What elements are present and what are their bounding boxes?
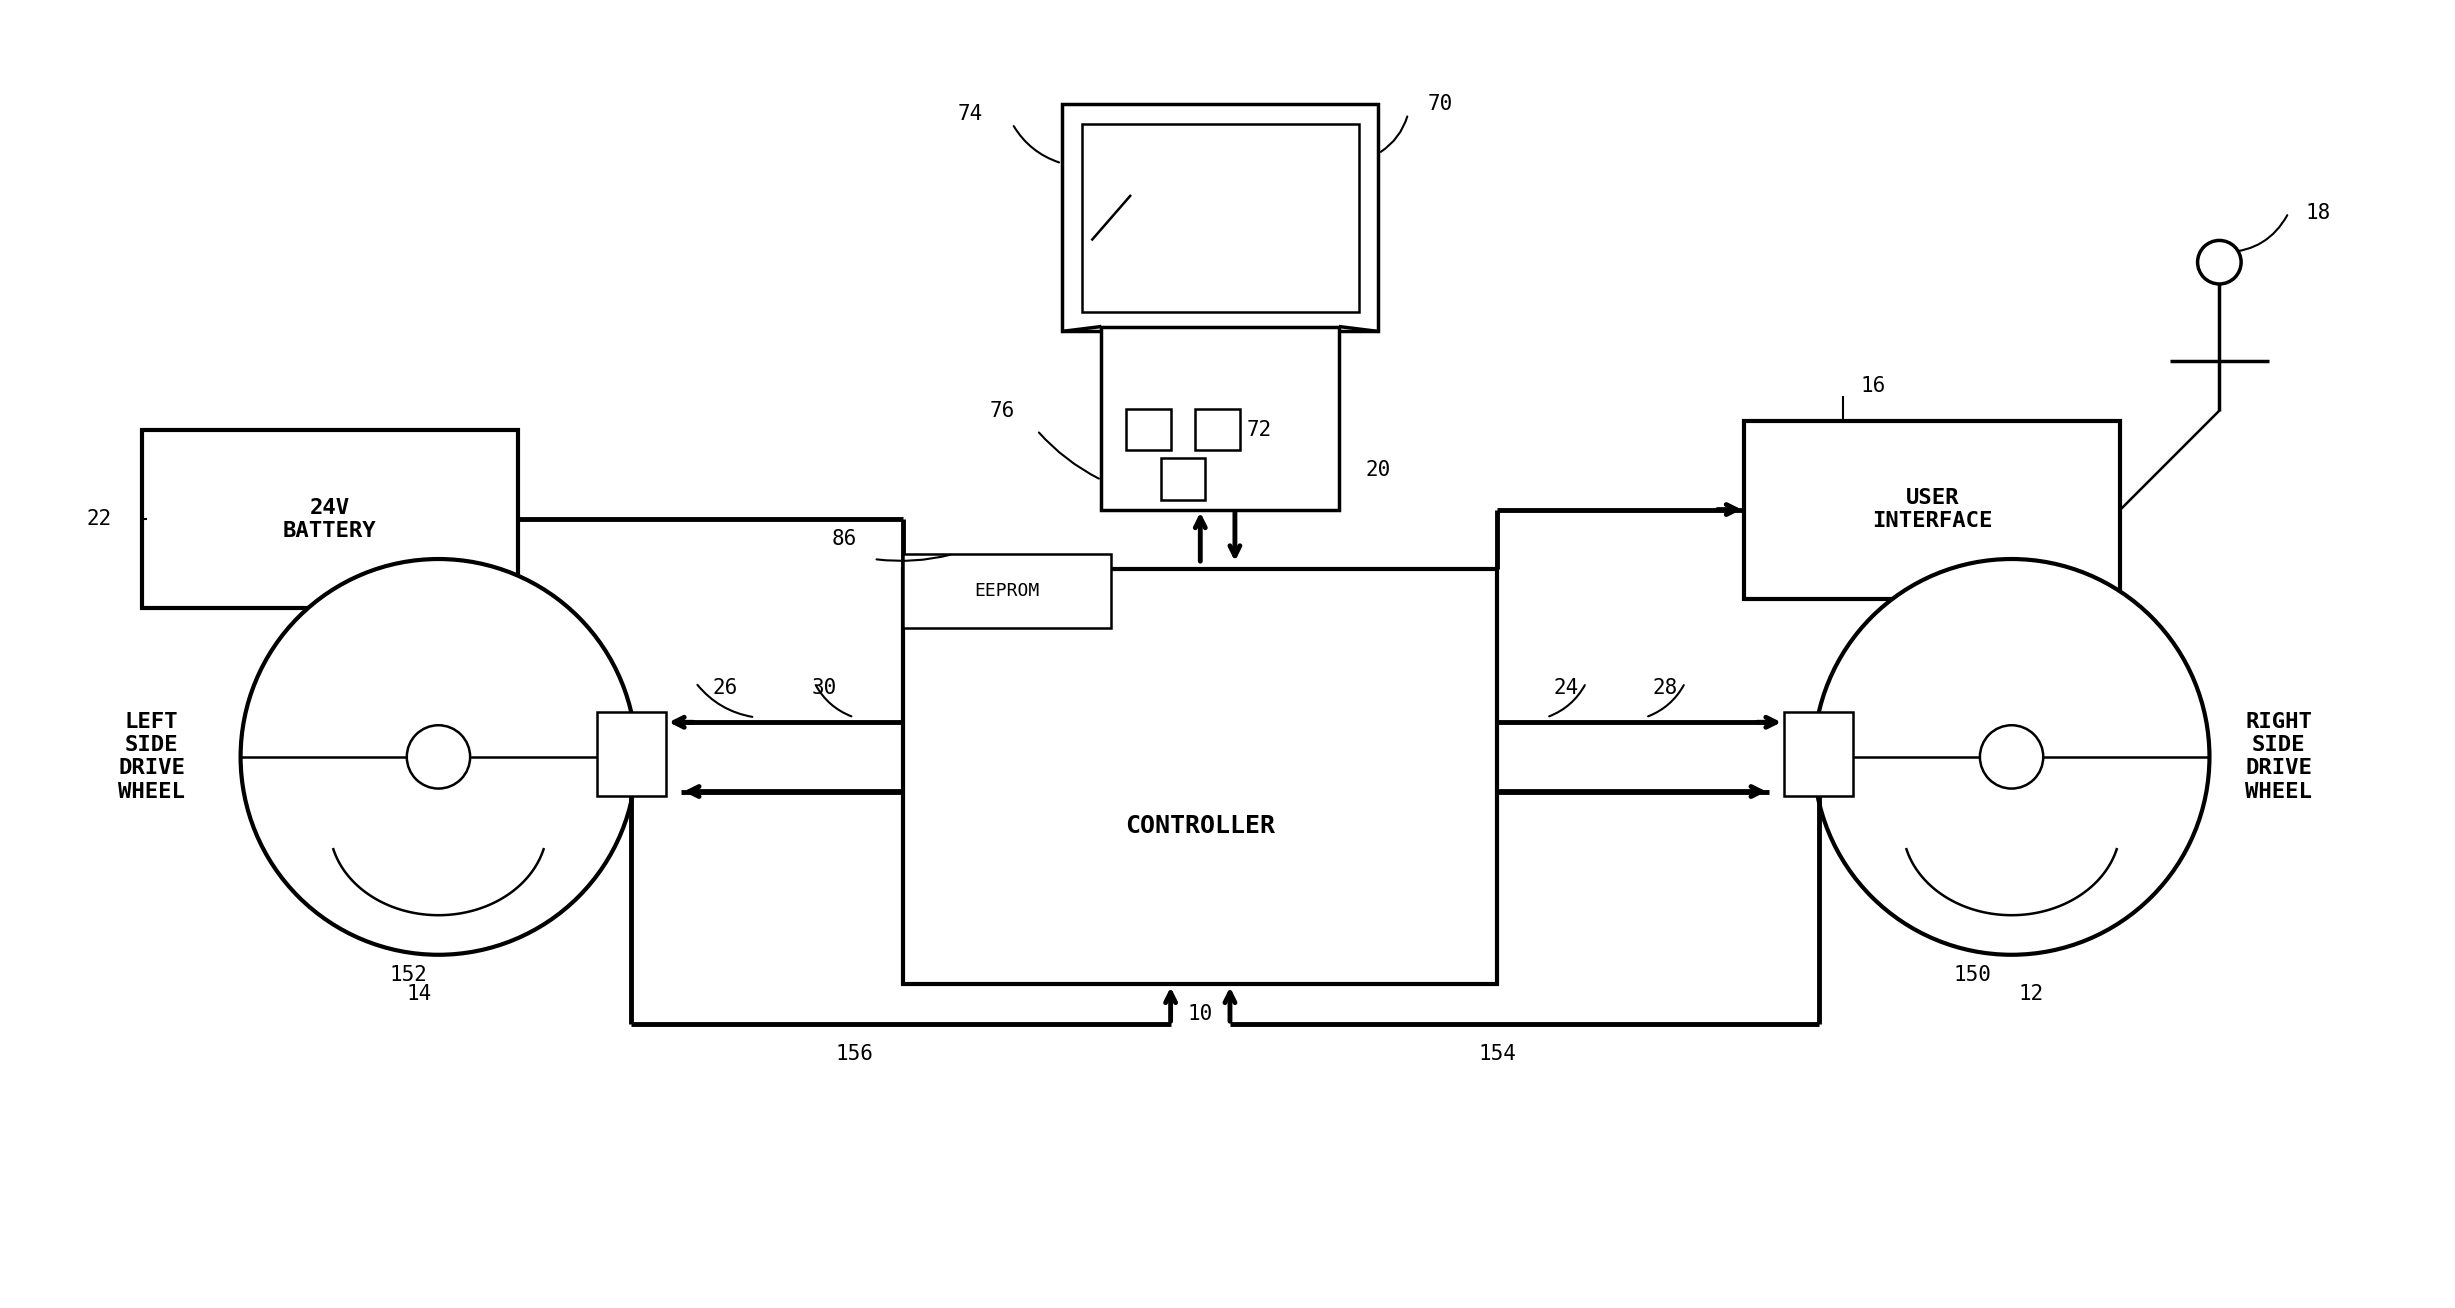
Bar	[1785, 713, 1854, 797]
Text: USER
INTERFACE: USER INTERFACE	[1873, 488, 1993, 531]
Bar	[142, 430, 518, 608]
Bar	[1102, 327, 1338, 510]
Circle shape	[408, 725, 469, 789]
Circle shape	[2197, 241, 2241, 284]
Text: 12: 12	[2018, 985, 2045, 1005]
Bar	[1161, 458, 1205, 500]
Bar	[1083, 124, 1358, 311]
Text: 86: 86	[832, 530, 857, 549]
Bar	[903, 569, 1498, 985]
Text: 30: 30	[813, 678, 837, 697]
Text: CONTROLLER: CONTROLLER	[1124, 814, 1274, 838]
Circle shape	[1814, 559, 2210, 955]
Text: 16: 16	[1861, 375, 1885, 396]
Text: 72: 72	[1247, 420, 1272, 441]
Text: 20: 20	[1365, 460, 1392, 480]
Bar	[1196, 408, 1240, 450]
Text: 24V
BATTERY: 24V BATTERY	[282, 498, 376, 542]
Text: LEFT
SIDE
DRIVE
WHEEL: LEFT SIDE DRIVE WHEEL	[118, 712, 184, 802]
Bar	[1061, 103, 1377, 331]
Text: 18: 18	[2305, 203, 2330, 222]
Text: 74: 74	[957, 103, 982, 124]
Text: 28: 28	[1652, 678, 1677, 697]
Text: 14: 14	[405, 985, 432, 1005]
Bar	[1127, 408, 1171, 450]
Bar	[1746, 420, 2121, 599]
Circle shape	[1979, 725, 2043, 789]
Text: 24: 24	[1554, 678, 1579, 697]
Bar	[597, 713, 665, 797]
Text: 22: 22	[86, 509, 113, 530]
Text: 156: 156	[835, 1044, 874, 1063]
Text: 150: 150	[1954, 964, 1991, 985]
Text: RIGHT
SIDE
DRIVE
WHEEL: RIGHT SIDE DRIVE WHEEL	[2246, 712, 2313, 802]
Circle shape	[241, 559, 636, 955]
Text: 10: 10	[1188, 1005, 1213, 1024]
Text: 76: 76	[989, 400, 1014, 421]
Text: 26: 26	[712, 678, 739, 697]
Bar	[903, 555, 1112, 628]
Text: EEPROM: EEPROM	[975, 582, 1041, 600]
Text: 154: 154	[1478, 1044, 1517, 1063]
Text: 152: 152	[390, 964, 427, 985]
Text: 70: 70	[1429, 94, 1453, 114]
